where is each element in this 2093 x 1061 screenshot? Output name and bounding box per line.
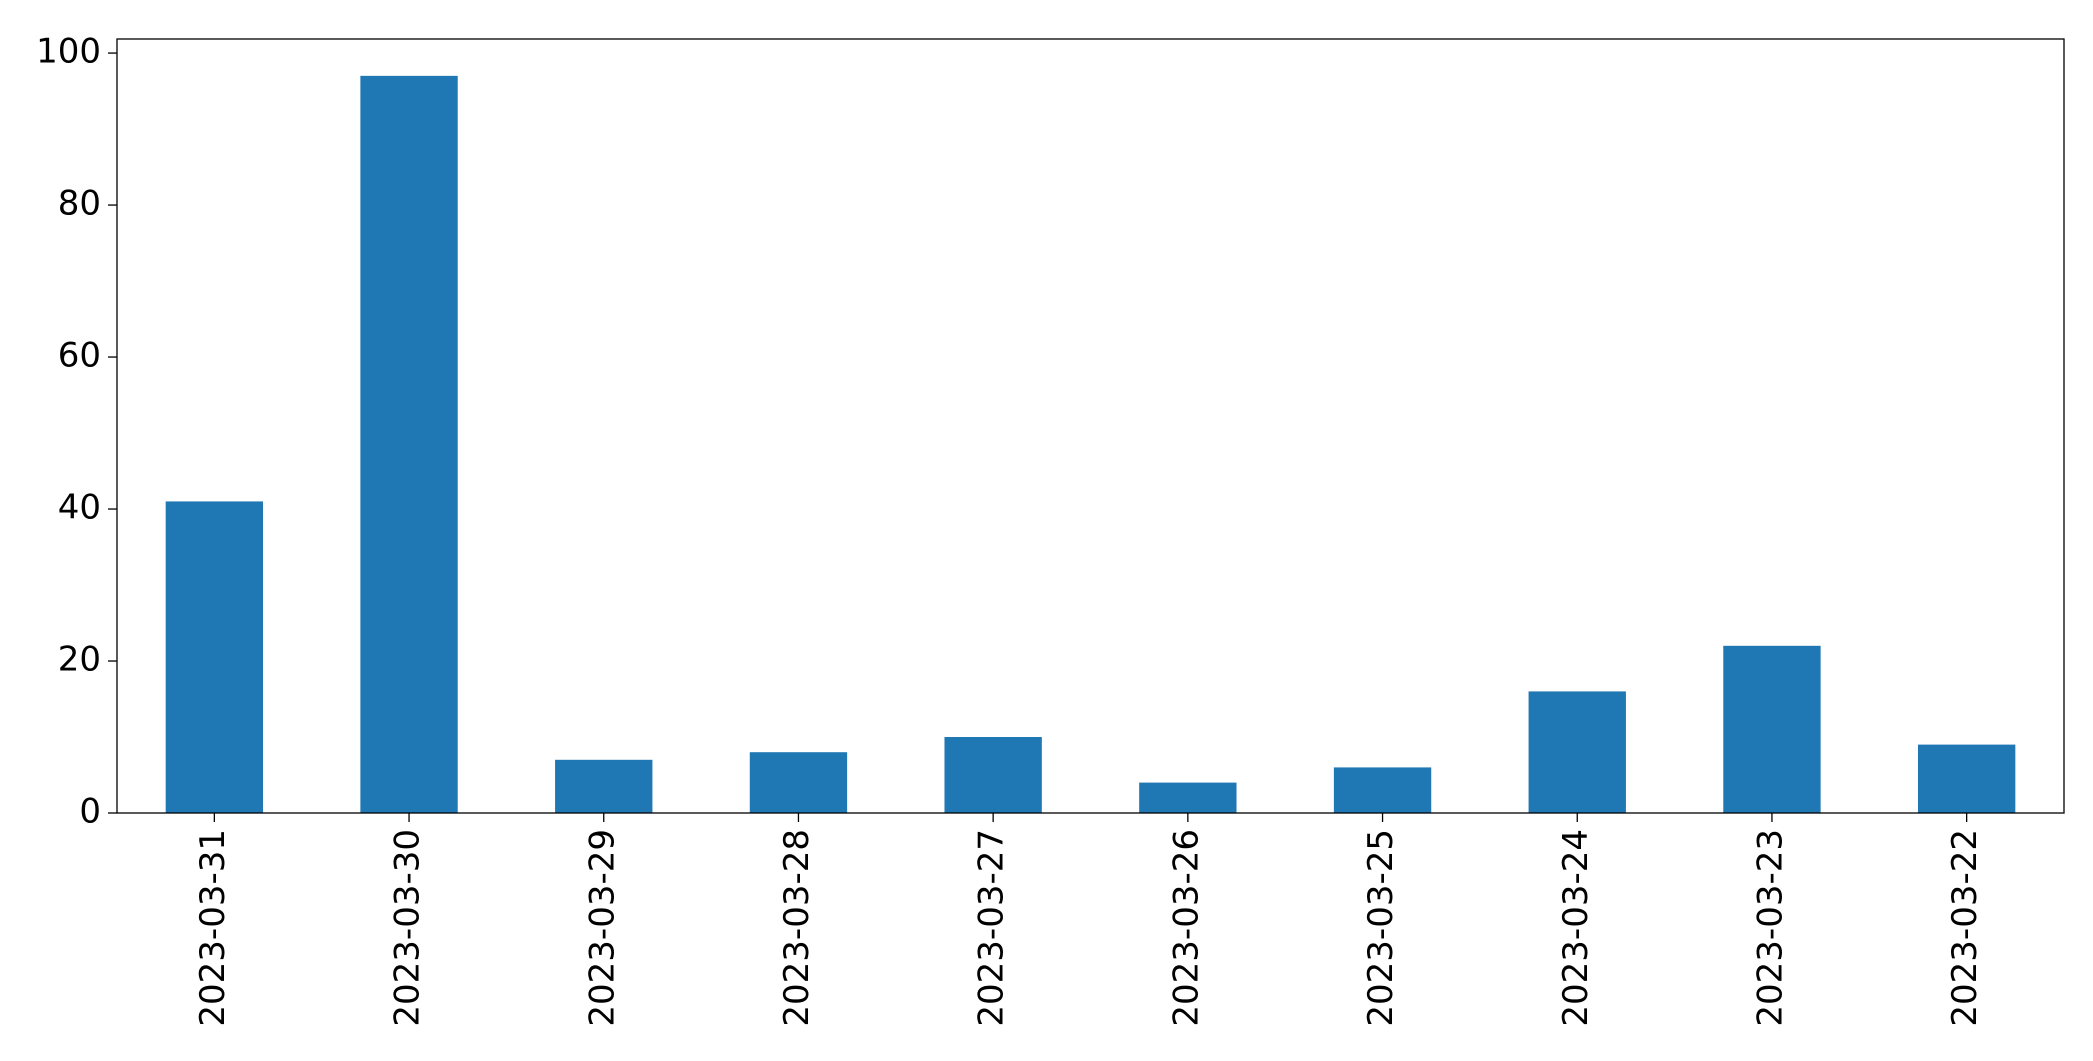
x-tick-label: 2023-03-26 [1166, 829, 1206, 1027]
bar [165, 501, 264, 813]
x-tick-label: 2023-03-23 [1750, 829, 1790, 1027]
x-tick-label: 2023-03-28 [777, 829, 817, 1027]
y-tick-label: 80 [58, 184, 101, 224]
bar [555, 759, 653, 813]
bar [1917, 744, 2016, 813]
x-tick-label: 2023-03-29 [582, 829, 622, 1027]
x-tick-label: 2023-03-22 [1945, 829, 1985, 1027]
bar [1723, 645, 1821, 813]
x-tick-label: 2023-03-30 [388, 829, 428, 1027]
y-tick-label: 40 [58, 488, 101, 528]
x-tick-label: 2023-03-27 [972, 829, 1012, 1027]
y-tick-label: 100 [36, 32, 101, 72]
axes-frame [116, 38, 2065, 814]
x-tick-label: 2023-03-24 [1556, 829, 1596, 1027]
bar [1528, 691, 1626, 813]
y-tick-label: 20 [58, 640, 101, 680]
bar [360, 75, 458, 814]
y-tick-label: 60 [58, 336, 101, 376]
x-tick-label: 2023-03-31 [193, 829, 233, 1027]
bar [944, 737, 1042, 813]
bar [1333, 767, 1432, 813]
bar [749, 752, 848, 813]
x-tick-label: 2023-03-25 [1361, 829, 1401, 1027]
y-tick-label: 0 [79, 792, 101, 832]
bar [1139, 782, 1237, 813]
